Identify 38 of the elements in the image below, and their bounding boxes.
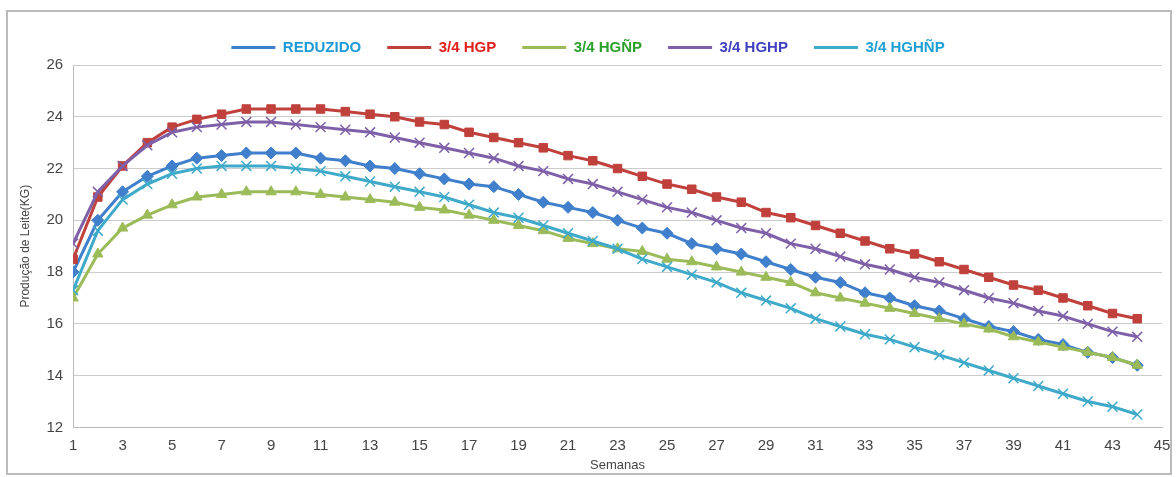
y-axis-title: Produção de Leite(KG) xyxy=(17,184,32,308)
x-tick-label: 7 xyxy=(217,435,226,453)
y-tick-label: 20 xyxy=(46,210,64,228)
x-tick-label: 43 xyxy=(1104,435,1121,453)
y-tick-label: 18 xyxy=(46,262,64,280)
x-tick-label: 25 xyxy=(658,435,676,453)
legend-label: 3/4 HGP xyxy=(438,37,497,55)
x-tick-label: 27 xyxy=(708,435,725,453)
x-tick-label: 45 xyxy=(1153,435,1171,453)
legend-label: REDUZIDO xyxy=(282,37,362,55)
y-tick-label: 26 xyxy=(46,55,64,73)
y-tick-label: 24 xyxy=(46,106,64,124)
x-tick-label: 17 xyxy=(460,435,478,453)
y-tick-label: 22 xyxy=(46,158,64,176)
x-tick-label: 15 xyxy=(411,435,428,453)
x-tick-label: 11 xyxy=(312,435,329,453)
y-tick-label: 14 xyxy=(46,365,64,383)
x-tick-label: 5 xyxy=(167,435,177,453)
legend-label: 3/4 HGHP xyxy=(719,37,788,55)
x-tick-label: 9 xyxy=(266,435,276,453)
x-tick-label: 37 xyxy=(955,435,973,453)
x-tick-label: 33 xyxy=(856,435,874,453)
y-tick-label: 16 xyxy=(46,314,64,331)
legend-label: 3/4 HGÑP xyxy=(573,37,643,55)
x-tick-label: 29 xyxy=(757,435,775,453)
x-tick-label: 41 xyxy=(1054,435,1072,453)
x-tick-label: 3 xyxy=(118,435,127,453)
x-tick-label: 35 xyxy=(906,435,923,453)
x-tick-label: 23 xyxy=(609,435,626,453)
x-tick-label: 13 xyxy=(361,435,379,453)
x-tick-label: 1 xyxy=(68,435,78,453)
x-axis-title: Semanas xyxy=(590,456,646,472)
x-tick-label: 39 xyxy=(1005,435,1022,453)
x-tick-label: 19 xyxy=(510,435,527,453)
x-tick-label: 31 xyxy=(807,435,824,453)
legend-label: 3/4 HGHÑP xyxy=(865,37,945,55)
x-tick-label: 21 xyxy=(559,435,577,453)
y-tick-label: 12 xyxy=(46,417,64,435)
